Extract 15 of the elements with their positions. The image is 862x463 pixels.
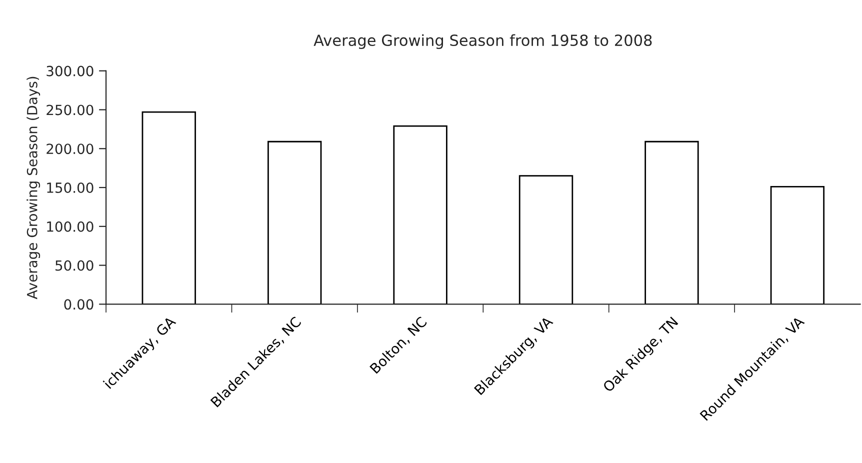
chart-title: Average Growing Season from 1958 to 2008 (314, 34, 652, 50)
bar (393, 125, 448, 304)
y-axis-title: Average Growing Season (Days) (26, 76, 40, 300)
bar (142, 111, 196, 304)
y-tick-label: 150.00 (47, 182, 94, 193)
y-tick-label: 50.00 (56, 260, 94, 271)
bar (518, 175, 574, 304)
y-tick-label: 100.00 (47, 221, 94, 232)
bar (644, 140, 699, 304)
bar (267, 140, 322, 304)
y-tick-label: 0.00 (64, 299, 94, 310)
y-tick-label: 300.00 (46, 66, 94, 76)
y-tick-label: 200.00 (46, 144, 94, 154)
bar (770, 186, 825, 304)
y-tick-label: 250.00 (46, 104, 94, 116)
